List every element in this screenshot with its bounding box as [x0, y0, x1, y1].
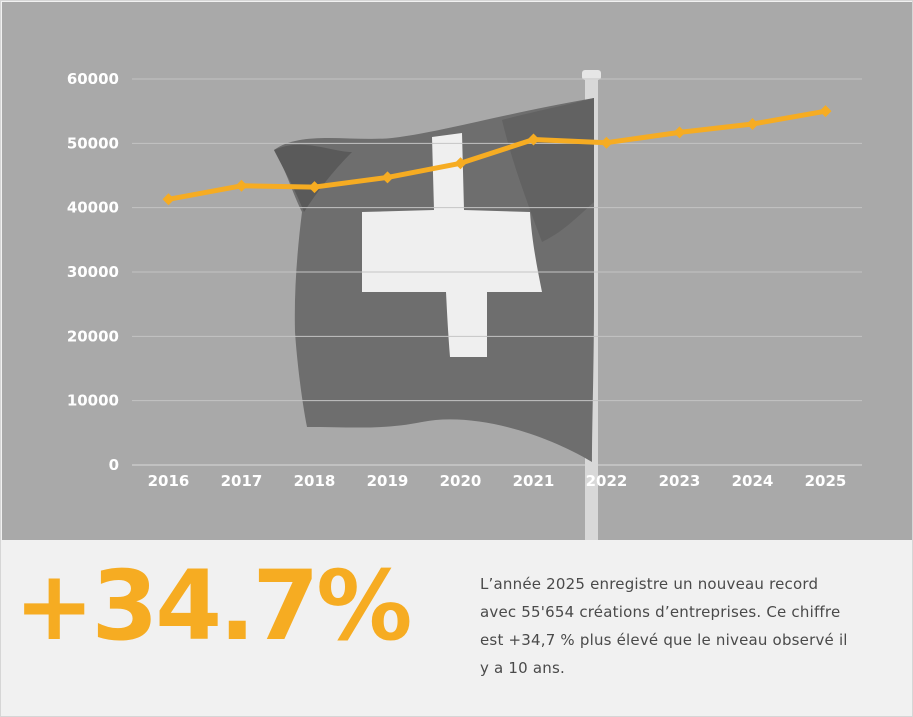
summary-line: avec 55'654 créations d’entreprises. Ce …: [480, 603, 841, 621]
data-point-marker: [600, 136, 613, 149]
data-point-marker: [235, 179, 248, 192]
x-tick-label: 2025: [805, 472, 847, 490]
summary-line: L’année 2025 enregistre un nouveau recor…: [480, 575, 819, 593]
data-point-marker: [527, 133, 540, 146]
data-point-marker: [308, 181, 321, 194]
data-point-marker: [162, 193, 175, 206]
growth-stat: +34.7%: [14, 550, 412, 662]
y-tick-label: 20000: [67, 327, 119, 345]
x-axis: 2016 2017 2018 2019 2020 2021 2022 2023 2024 2025: [148, 472, 847, 490]
x-tick-label: 2019: [367, 472, 409, 490]
data-point-marker: [673, 126, 686, 139]
series-line: [162, 105, 832, 206]
x-tick-label: 2017: [221, 472, 263, 490]
summary-line: est +34,7 % plus élevé que le niveau obs…: [480, 631, 848, 649]
data-point-marker: [819, 105, 832, 118]
summary-line: y a 10 ans.: [480, 659, 565, 677]
x-tick-label: 2021: [513, 472, 555, 490]
summary-text: L’année 2025 enregistre un nouveau recor…: [480, 570, 880, 682]
x-tick-label: 2022: [586, 472, 628, 490]
y-tick-label: 60000: [67, 70, 119, 88]
y-tick-label: 40000: [67, 199, 119, 217]
chart-panel: 0 10000 20000 30000 40000 50000 60000 2016 2017…: [2, 2, 912, 540]
data-point-marker: [381, 171, 394, 184]
data-point-marker: [454, 157, 467, 170]
x-tick-label: 2018: [294, 472, 336, 490]
x-tick-label: 2020: [440, 472, 482, 490]
line-chart: 0 10000 20000 30000 40000 50000 60000 2016 2017…: [67, 70, 862, 540]
y-tick-label: 0: [109, 456, 119, 474]
x-tick-label: 2016: [148, 472, 190, 490]
x-tick-label: 2024: [732, 472, 774, 490]
x-tick-label: 2023: [659, 472, 701, 490]
summary-panel: +34.7% L’année 2025 enregistre un nouvea…: [2, 540, 912, 716]
y-tick-label: 30000: [67, 263, 119, 281]
y-tick-label: 10000: [67, 392, 119, 410]
swiss-flag-photo: [274, 70, 601, 540]
data-point-marker: [746, 118, 759, 131]
y-tick-label: 50000: [67, 134, 119, 152]
grid-lines: [132, 78, 862, 466]
series-line-path: [166, 108, 828, 202]
y-axis: 0 10000 20000 30000 40000 50000 60000: [67, 70, 119, 474]
